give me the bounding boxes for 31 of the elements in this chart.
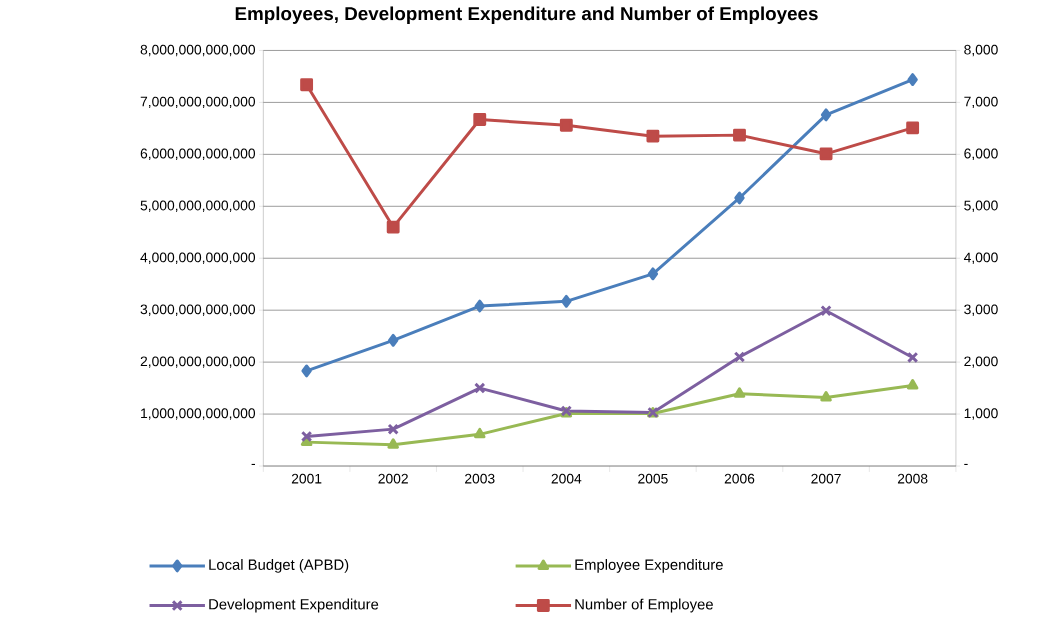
x-tick-label: 2001	[291, 473, 322, 484]
x-tick-label: 2006	[724, 473, 755, 484]
legend-label: Employee Expenditure	[575, 558, 723, 573]
x-tick-label: 2008	[897, 473, 928, 484]
y-tick-label: 7,000,000,000,000	[140, 96, 256, 108]
y2-tick-label: 7,000	[964, 96, 998, 108]
y2-tick-label: 5,000	[964, 200, 998, 212]
legend-label: Local Budget (APBD)	[209, 558, 349, 573]
y-tick-label: 2,000,000,000,000	[140, 356, 256, 368]
y2-tick-label: 1,000	[964, 408, 998, 420]
y-tick-label: 5,000,000,000,000	[140, 200, 256, 212]
x-tick-label: 2004	[551, 473, 582, 484]
y2-tick-label: 4,000	[963, 252, 998, 264]
y-tick-label: 3,000,000,000,000	[140, 304, 256, 316]
y-tick-label: 6,000,000,000,000	[140, 148, 256, 160]
y-tick-label: 1,000,000,000,000	[141, 408, 256, 420]
y-tick-label: 8,000,000,000,000	[140, 44, 256, 56]
y-tick-label: 4,000,000,000,000	[140, 252, 256, 264]
chart-title: Employees, Development Expenditure and Number of Employees	[235, 6, 818, 24]
x-tick-label: 2002	[378, 473, 408, 484]
y2-tick-label: -	[964, 463, 968, 465]
legend-label: Development Expenditure	[209, 598, 379, 613]
x-tick-label: 2005	[638, 473, 668, 484]
y2-tick-label: 2,000	[964, 356, 998, 368]
x-tick-label: 2007	[811, 473, 841, 484]
y-tick-label: -	[251, 463, 255, 465]
y2-tick-label: 3,000	[964, 304, 998, 316]
y2-tick-label: 6,000	[964, 148, 998, 160]
legend-label: Number of Employee	[575, 598, 713, 613]
y2-tick-label: 8,000	[964, 44, 998, 56]
x-tick-label: 2003	[465, 473, 495, 484]
